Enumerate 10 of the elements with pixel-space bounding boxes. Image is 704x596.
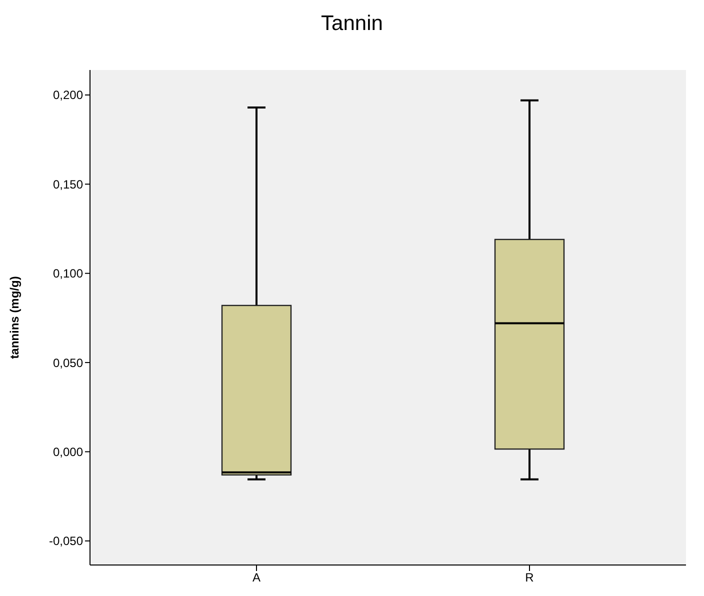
chart-title: Tannin (320, 12, 384, 36)
y-tick-label: 0,050 (52, 356, 84, 370)
x-tick-label: R (525, 570, 534, 585)
y-tick-label: -0,050 (48, 534, 84, 548)
y-axis-title: tannins (mg/g) (7, 276, 22, 359)
x-tick-label: A (252, 570, 261, 585)
y-tick-label: 0,100 (52, 266, 84, 281)
y-tick-label: 0,200 (52, 88, 84, 102)
y-tick-label: 0,150 (52, 177, 84, 192)
y-tick-label: 0,000 (52, 444, 84, 459)
